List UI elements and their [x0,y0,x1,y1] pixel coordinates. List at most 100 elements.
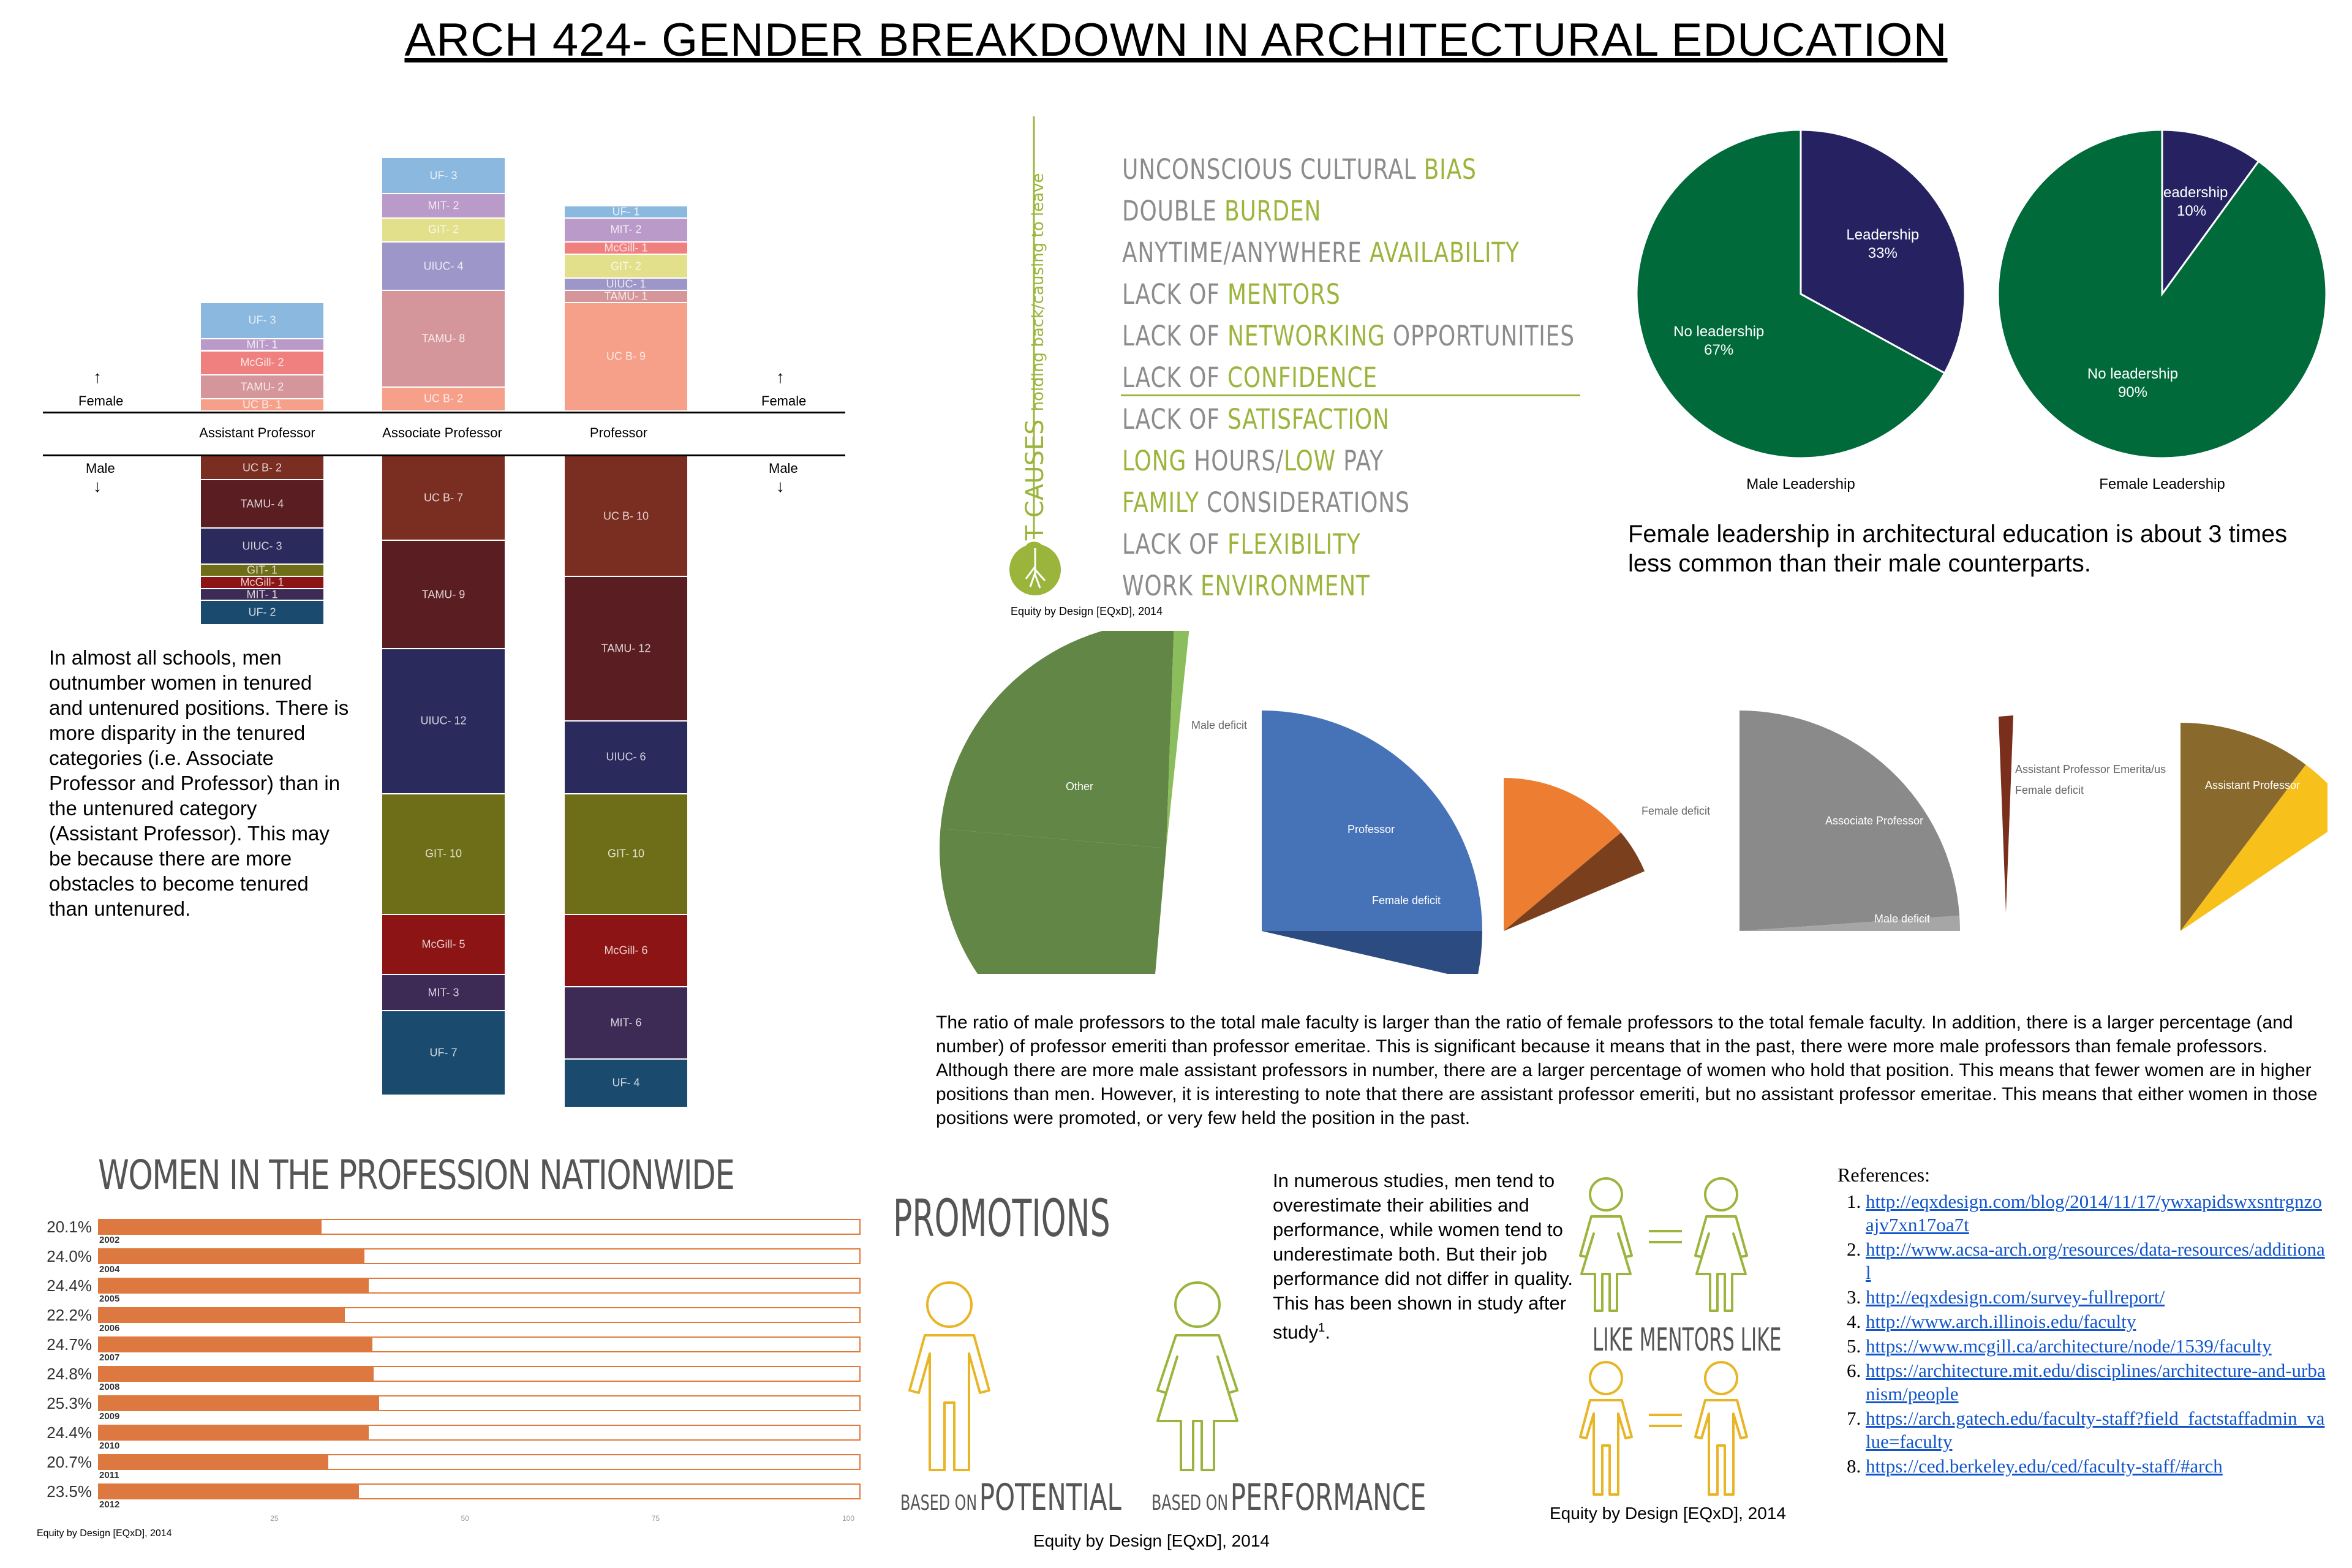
pie-slice-label: No leadership [1673,323,1764,340]
wedge-main [1262,710,1482,931]
male-segment: UIUC- 12 [382,649,505,793]
pie-slice-pct: 10% [2177,203,2206,219]
wedge-deficit-label: Male deficit [1874,913,1930,925]
wedge-deficit-label: Female deficit [1372,894,1441,907]
root-cause-word: CONFIDENCE [1227,361,1378,394]
pie-caption: Female Leadership [2099,476,2225,492]
pie-slice-label: Leadership [1846,227,1919,243]
women-bar-frame [98,1307,861,1323]
women-axis-tick: 75 [651,1514,660,1523]
women-axis-tick: 100 [842,1514,855,1523]
male-segment: TAMU- 12 [565,577,687,721]
segment-label: UC B- 2 [242,461,282,474]
promotions-title: PROMOTIONS [893,1188,1110,1248]
root-causes-vertical-title: ROOT CAUSES holding back/causing to leav… [1021,167,1049,596]
root-cause-item: DOUBLE BURDEN [1122,195,1321,227]
female-segment: TAMU- 2 [201,375,323,399]
female-segment: McGill- 2 [201,351,323,374]
women-bar-frame [98,1278,861,1294]
reference-link[interactable]: http://www.acsa-arch.org/resources/data-… [1866,1238,2325,1283]
wedge-main [2180,723,2306,931]
women-bar-pct: 24.7% [47,1335,92,1354]
women-bar-year: 2009 [99,1411,120,1422]
male-segment: MIT- 1 [201,588,323,600]
mentors-label: LIKE MENTORS LIKE [1593,1322,1782,1359]
male-segment: UIUC- 6 [565,722,687,793]
pie-slice-label: Leadership [2155,184,2228,201]
male-arrow-left: ↓ [93,477,102,496]
male-figure-icon [908,1281,990,1471]
wedge-deficit-label: Male deficit [2297,750,2328,762]
male-segment: UIUC- 3 [201,529,323,564]
women-chart: WOMEN IN THE PROFESSION NATIONWIDE 20.1%… [24,1152,861,1544]
male-axis-line [43,454,845,456]
root-causes-subtitle: holding back/causing to leave [1029,173,1047,412]
male-segment: GIT- 10 [382,794,505,914]
mentors-credit: Equity by Design [EQxD], 2014 [1550,1504,1786,1523]
reference-link[interactable]: http://eqxdesign.com/survey-fullreport/ [1866,1286,2165,1308]
women-chart-title: WOMEN IN THE PROFESSION NATIONWIDE [98,1152,735,1199]
segment-label: McGill- 5 [421,938,466,951]
male-segment: GIT- 10 [565,794,687,914]
root-cause-word: LACK OF [1122,320,1227,352]
male-segment: UC B- 10 [565,456,687,576]
reference-item: http://eqxdesign.com/survey-fullreport/ [1866,1286,2328,1309]
wedge-main [1504,778,1621,931]
women-bar-pct: 22.2% [47,1306,92,1324]
male-segment: UF- 7 [382,1011,505,1095]
performance-label: BASED ON PERFORMANCE [1152,1476,1426,1519]
wedge-deficit [2180,764,2328,931]
reference-link[interactable]: https://architecture.mit.edu/disciplines… [1866,1360,2326,1404]
women-axis-tick: 50 [461,1514,469,1523]
category-label-associate: Associate Professor [382,425,502,440]
male-segment: UF- 2 [201,601,323,624]
female-segment: McGill- 1 [565,242,687,254]
wedge-main [1999,715,2013,913]
male-label-left: Male [86,461,115,476]
reference-link[interactable]: https://arch.gatech.edu/faculty-staff?fi… [1866,1408,2325,1452]
root-cause-word: LACK OF [1122,403,1227,435]
segment-label: UIUC- 4 [423,260,464,273]
wedge-deficit [1504,832,1645,931]
reference-link[interactable]: http://eqxdesign.com/blog/2014/11/17/ywx… [1866,1191,2322,1235]
segment-label: TAMU- 4 [240,497,284,510]
category-label-professor: Professor [589,425,648,440]
reference-link[interactable]: https://www.mcgill.ca/architecture/node/… [1866,1335,2272,1357]
promotions-credit: Equity by Design [EQxD], 2014 [1033,1531,1270,1550]
root-cause-word: WORK [1122,570,1200,602]
male-segment: TAMU- 4 [201,480,323,528]
potential-label-small: BASED ON [900,1491,978,1515]
male-segment: GIT- 1 [201,564,323,576]
segment-label: MIT- 2 [428,199,459,212]
women-bar-year: 2012 [99,1499,120,1510]
segment-label: TAMU- 8 [421,332,466,345]
reference-link[interactable]: https://ced.berkeley.edu/ced/faculty-sta… [1866,1455,2223,1477]
women-bar-fill [99,1367,374,1381]
performance-label-big: PERFORMANCE [1230,1476,1427,1519]
male-segment: McGill- 6 [565,914,687,986]
root-cause-word: OPPORTUNITIES [1385,320,1575,352]
segment-label: UF- 2 [248,606,276,619]
women-bar-pct: 24.0% [47,1247,92,1265]
root-cause-word: ANYTIME/ANYWHERE [1122,236,1370,269]
women-bar-pct: 24.4% [47,1423,92,1442]
women-bar-pct: 24.4% [47,1276,92,1295]
pie-slice [1997,129,2328,459]
wedge-deficit [1166,631,1189,848]
women-bar-pct: 23.5% [47,1482,92,1501]
female-segment: UC B- 1 [201,399,323,411]
wedge-main-label: Professor [1348,823,1395,835]
confidence-underline [1121,394,1580,396]
category-label-assistant: Assistant Professor [199,425,315,440]
women-bar-pct: 25.3% [47,1394,92,1412]
women-bar-frame [98,1395,861,1411]
segment-label: UC B- 7 [423,491,463,504]
faculty-wedge-charts: Other Male deficit Professor Female deficit… [940,631,2328,974]
reference-link[interactable]: http://www.arch.illinois.edu/faculty [1866,1311,2136,1332]
segment-label: UIUC- 12 [420,714,467,727]
female-label-right: Female [761,393,807,409]
female-axis-line [43,412,845,413]
segment-label: TAMU- 9 [421,588,466,601]
pie-slice [2161,129,2260,297]
root-causes-credit: Equity by Design [EQxD], 2014 [1011,605,1163,617]
